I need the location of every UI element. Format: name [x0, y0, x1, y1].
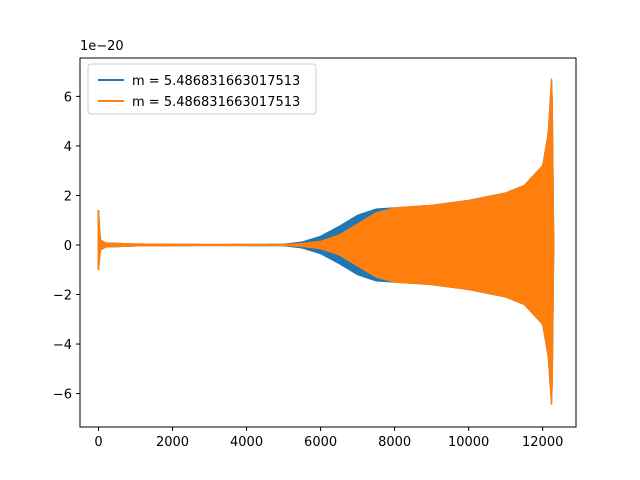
series-layer	[97, 78, 555, 405]
x-tick-label: 0	[94, 435, 102, 450]
legend: m = 5.486831663017513 m = 5.4868316630175…	[87, 63, 317, 115]
y-tick-label: −2	[53, 289, 72, 304]
series-2-line	[97, 78, 555, 405]
x-tick-label: 6000	[304, 435, 337, 450]
x-axis: 0 2000 4000 6000 8000 10000 12000	[94, 427, 563, 450]
y-tick-label: −4	[53, 338, 72, 353]
legend-box	[87, 63, 317, 115]
y-tick-label: 6	[64, 90, 72, 105]
legend-label-2: m = 5.486831663017513	[132, 95, 300, 110]
x-tick-label: 12000	[522, 435, 563, 450]
y-tick-label: 2	[64, 189, 72, 204]
x-tick-label: 10000	[448, 435, 489, 450]
x-tick-label: 2000	[156, 435, 189, 450]
y-axis: −6 −4 −2 0 2 4 6	[53, 90, 80, 403]
y-tick-label: 4	[64, 140, 72, 155]
legend-label-1: m = 5.486831663017513	[132, 74, 300, 89]
x-tick-label: 8000	[378, 435, 411, 450]
y-offset-label: 1e−20	[80, 39, 124, 54]
x-tick-label: 4000	[230, 435, 263, 450]
y-tick-label: −6	[53, 388, 72, 403]
plot-frame	[79, 57, 577, 428]
y-tick-label: 0	[64, 239, 72, 254]
